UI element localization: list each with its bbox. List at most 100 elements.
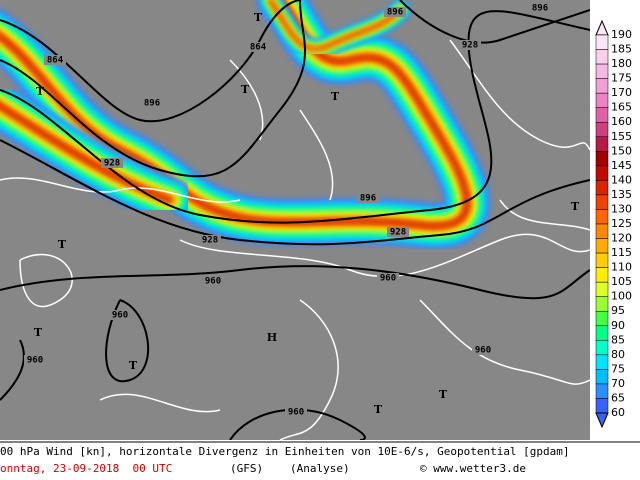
colorbar-label: 90: [611, 319, 625, 332]
colorbar-label: 115: [611, 246, 632, 259]
colorbar-label: 65: [611, 391, 625, 404]
colorbar-label: 105: [611, 275, 632, 288]
contour-label-box: [109, 310, 131, 320]
colorbar-swatch: [595, 209, 609, 225]
colorbar-swatch: [595, 223, 609, 239]
caption-title: 00 hPa Wind [kn], horizontale Divergenz …: [0, 445, 570, 458]
colorbar-label: 110: [611, 261, 632, 274]
colorbar-label: 175: [611, 72, 632, 85]
jet-band: [268, 0, 402, 51]
pressure-marker: T: [58, 238, 67, 251]
contour-label: 928: [462, 41, 478, 51]
colorbar-label: 170: [611, 86, 632, 99]
colorbar-swatch: [595, 369, 609, 385]
caption-date: onntag, 23-09-2018 00 UTC: [0, 462, 172, 475]
geopotential-contour: [0, 10, 590, 224]
contour-label: 864: [47, 56, 64, 66]
pressure-marker: T: [331, 90, 340, 103]
colorbar-swatch: [595, 92, 609, 108]
contour-label-box: [247, 42, 269, 52]
map-layer: 864 864 896 896 896 928 928 928 928 896 960 960 960 9…: [0, 0, 590, 440]
colorbar-swatch: [595, 296, 609, 312]
divergence-line: [229, 59, 264, 141]
caption-run: (Analyse): [290, 462, 350, 475]
geopotential-contour: [0, 265, 590, 300]
colorbar-label: 135: [611, 188, 632, 201]
contour-label-box: [44, 55, 66, 65]
contour-label: 928: [202, 236, 218, 246]
colorbar-swatch: [595, 354, 609, 370]
colorbar-swatch: [595, 281, 609, 297]
divergence-line: [299, 109, 334, 201]
contour-label-box: [377, 273, 399, 283]
colorbar-swatch: [595, 136, 609, 152]
colorbar-swatch: [595, 78, 609, 94]
divergence-line: [99, 393, 221, 413]
colorbar-label: 80: [611, 348, 625, 361]
geopotential-contour: [0, 0, 306, 178]
colorbar-swatch: [595, 180, 609, 196]
contour-label: 960: [288, 408, 304, 418]
pressure-marker: T: [374, 403, 383, 416]
colorbar-arrow-top: [595, 19, 609, 36]
contour-label: 896: [387, 8, 403, 18]
colorbar-swatch: [595, 238, 609, 254]
contour-label-box: [387, 227, 409, 237]
geopotential-contour: [399, 0, 590, 44]
caption-background: [0, 440, 640, 480]
pressure-marker: T: [439, 388, 448, 401]
colorbar-label: 130: [611, 202, 632, 215]
contour-label: 896: [144, 99, 160, 109]
contour-label-box: [357, 193, 379, 203]
colorbar-label: 180: [611, 57, 632, 70]
contour-label: 960: [27, 356, 43, 366]
colorbar-arrow-bottom: [595, 412, 609, 429]
geopotential-contour: [105, 299, 150, 383]
contour-label: 960: [205, 277, 221, 287]
contour-label-box: [529, 3, 551, 13]
pressure-marker: T: [36, 85, 45, 98]
divergence-line: [419, 299, 590, 385]
colorbar-label: 190: [611, 28, 632, 41]
colorbar-swatch: [595, 34, 609, 50]
colorbar-label: 120: [611, 232, 632, 245]
pressure-marker: T: [241, 83, 250, 96]
geopotential-contour: [229, 408, 366, 440]
contour-label-box: [285, 407, 307, 417]
colorbar-label: 140: [611, 173, 632, 186]
contour-label: 896: [532, 4, 548, 14]
caption-model: (GFS): [230, 462, 263, 475]
contour-label-box: [384, 7, 406, 17]
divergence-line: [499, 199, 590, 231]
colorbar-label: 150: [611, 144, 632, 157]
jet-band: [0, 103, 173, 203]
colorbar-swatch: [595, 63, 609, 79]
colorbar-swatch: [595, 121, 609, 138]
pressure-marker: T: [254, 11, 263, 24]
divergence-line: [19, 253, 73, 308]
colorbar-label: 125: [611, 217, 632, 230]
divergence-line: [279, 299, 339, 440]
contour-label-box: [459, 40, 481, 50]
colorbar-swatch: [595, 398, 609, 414]
colorbar-swatch: [595, 107, 609, 123]
geopotential-contour: [0, 0, 301, 123]
colorbar-label: 145: [611, 159, 632, 172]
geopotential-contour: [0, 339, 25, 401]
caption-credit: © www.wetter3.de: [420, 462, 526, 475]
colorbar-label: 95: [611, 304, 625, 317]
contour-label-box: [472, 345, 494, 355]
contour-label: 928: [104, 159, 120, 169]
colorbar-label: 70: [611, 377, 625, 390]
colorbar-label: 75: [611, 362, 625, 375]
colorbar-label: 155: [611, 130, 632, 143]
contour-label-box: [101, 158, 123, 168]
colorbar-swatch: [595, 165, 609, 181]
pressure-marker: H: [267, 331, 277, 344]
colorbar-swatch: [595, 325, 609, 341]
contour-label: 960: [112, 311, 128, 321]
divergence-line: [0, 177, 241, 203]
